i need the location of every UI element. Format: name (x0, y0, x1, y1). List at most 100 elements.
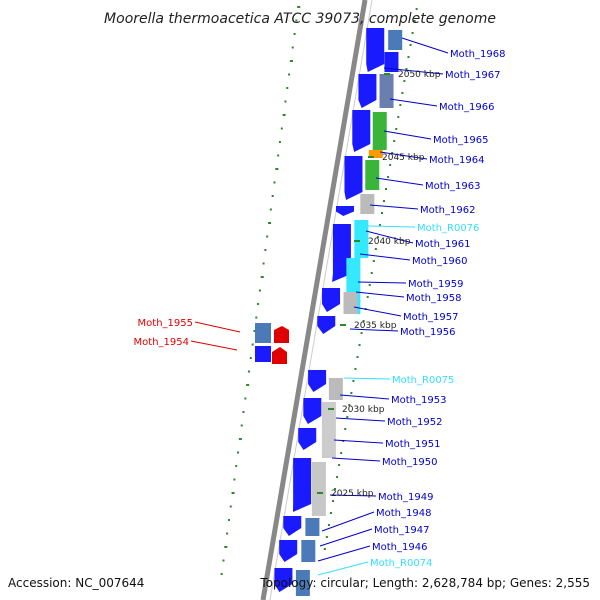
scale-dot (288, 73, 291, 76)
scale-dot (370, 272, 373, 274)
scale-dot (240, 424, 243, 427)
scale-dot (231, 492, 235, 494)
scale-dot (344, 428, 347, 430)
scale-dot (266, 235, 269, 238)
gene-label[interactable]: Moth_1947 (374, 525, 429, 536)
label-connector (365, 230, 414, 244)
gene-arrow (308, 370, 327, 392)
label-connector (383, 67, 444, 75)
scale-dot (284, 100, 287, 103)
backbone-edge (269, 0, 373, 600)
scale-dot (262, 262, 265, 265)
scale-dot (325, 536, 328, 538)
scale-dot (269, 208, 272, 211)
scale-dot (378, 224, 381, 226)
scale-dot (360, 332, 363, 334)
feature-block (311, 462, 326, 516)
scale-dot (374, 248, 377, 250)
scale-dot (242, 411, 245, 413)
gene-label[interactable]: Moth_1955 (138, 318, 193, 329)
feature-block (354, 220, 369, 258)
gene-label[interactable]: Moth_1961 (415, 239, 470, 250)
scale-dot (255, 316, 258, 319)
gene-label[interactable]: Moth_1951 (385, 439, 440, 450)
gene-arrow (344, 156, 363, 200)
gene-label[interactable]: Moth_1964 (429, 155, 484, 166)
scale-dot (253, 330, 257, 332)
label-connector (317, 561, 369, 576)
gene-label[interactable]: Moth_1967 (445, 70, 500, 81)
gene-label[interactable]: Moth_1946 (372, 542, 427, 553)
gene-label[interactable]: Moth_1963 (425, 181, 480, 192)
label-connector (343, 377, 391, 380)
gene-arrow (279, 540, 298, 562)
gene-label[interactable]: Moth_1966 (439, 102, 494, 113)
gene-label[interactable]: Moth_1949 (378, 492, 433, 503)
gene-label[interactable]: Moth_1965 (433, 135, 488, 146)
label-connector (375, 177, 424, 186)
gene-arrow (303, 398, 322, 424)
feature-block (321, 402, 336, 458)
scale-dot (286, 87, 289, 89)
scale-dot (295, 19, 298, 22)
gene-label[interactable]: Moth_1968 (450, 49, 505, 60)
gene-labels: Moth_1968 Moth_1967 Moth_1966 Moth_1965 Moth… (134, 49, 506, 569)
scale-dot (235, 465, 238, 467)
scale-dot (397, 116, 400, 118)
scale-dot (244, 397, 247, 400)
label-connector (401, 37, 449, 54)
scale-dot (350, 392, 353, 394)
scale-dot (237, 451, 240, 454)
scale-dot (411, 32, 414, 34)
label-connector (190, 340, 238, 351)
gene-label[interactable]: Moth_1953 (391, 395, 446, 406)
gene-arrow (335, 206, 354, 216)
gene-arrow (274, 568, 293, 592)
label-connector (383, 130, 432, 140)
gene-label[interactable]: Moth_1950 (382, 457, 437, 468)
gene-label[interactable]: Moth_1957 (403, 312, 458, 323)
gene-label[interactable]: Moth_1960 (412, 256, 467, 267)
label-connector (359, 253, 411, 261)
scale-dot (226, 532, 229, 535)
scale-dot (415, 8, 418, 10)
kbp-markers: 2050 kbp 2045 kbp 2040 kbp 2035 kbp 2030 kbp… (317, 70, 441, 499)
kbp-label: 2045 kbp (382, 153, 425, 163)
gene-label[interactable]: Moth_1948 (376, 508, 431, 519)
label-connector (379, 151, 428, 160)
feature-block (295, 570, 310, 596)
gene-label[interactable]: Moth_1958 (406, 293, 461, 304)
scale-dot (387, 176, 390, 178)
gene-label[interactable]: Moth_1954 (134, 337, 189, 348)
gene-label[interactable]: Moth_R0076 (417, 223, 479, 234)
gene-label[interactable]: Moth_1962 (420, 205, 475, 216)
scale-dot (336, 476, 339, 478)
scale-dot (407, 56, 410, 58)
feature-block (343, 292, 358, 314)
gene-label[interactable]: Moth_1956 (400, 327, 455, 338)
scale-dot (273, 181, 276, 184)
scale-dot (348, 404, 351, 406)
gene-label[interactable]: Moth_1952 (387, 417, 442, 428)
scale-dot (249, 357, 252, 359)
gene-label[interactable]: Moth_1959 (408, 279, 463, 290)
kbp-tick (340, 324, 346, 326)
scale-dot (251, 343, 254, 346)
scale-dot (278, 141, 281, 143)
kbp-label: 2050 kbp (398, 70, 441, 80)
kbp-label: 2040 kbp (368, 237, 411, 247)
scale-dot (395, 128, 398, 130)
scale-dot (233, 478, 236, 481)
label-connector (329, 494, 377, 497)
scale-dot (366, 296, 369, 298)
backbone-group (260, 0, 373, 600)
label-connector (321, 511, 375, 532)
scale-dot (389, 164, 392, 166)
scale-dot (264, 249, 267, 251)
gene-arrow (352, 110, 371, 152)
kbp-label: 2035 kbp (354, 321, 397, 331)
label-connector (339, 394, 390, 400)
gene-label[interactable]: Moth_R0075 (392, 375, 454, 386)
gene-label[interactable]: Moth_R0074 (370, 558, 432, 569)
scale-dot (383, 200, 385, 202)
